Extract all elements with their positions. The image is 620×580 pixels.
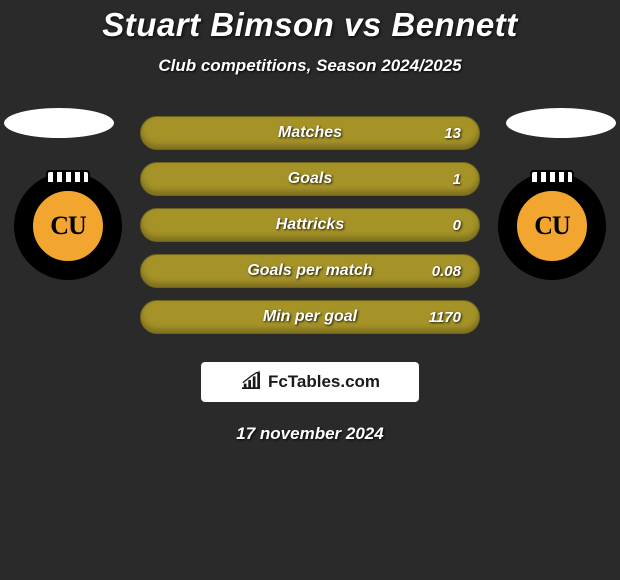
stat-row-goals-per-match: Goals per match 0.08 xyxy=(140,254,480,288)
stat-label: Matches xyxy=(141,124,479,142)
club-logo-right: CU xyxy=(498,172,606,280)
brand-badge[interactable]: FcTables.com xyxy=(201,362,419,402)
stat-label: Hattricks xyxy=(141,216,479,234)
stat-label: Min per goal xyxy=(141,308,479,326)
date-label: 17 november 2024 xyxy=(0,424,620,444)
chart-icon xyxy=(240,371,262,394)
club-logo-left-text: CU xyxy=(30,188,106,264)
stat-row-min-per-goal: Min per goal 1170 xyxy=(140,300,480,334)
stat-row-matches: Matches 13 xyxy=(140,116,480,150)
spotlight-right xyxy=(506,108,616,138)
club-logo-left: CU xyxy=(14,172,122,280)
stats-list: Matches 13 Goals 1 Hattricks 0 Goals per… xyxy=(140,116,480,346)
stat-row-hattricks: Hattricks 0 xyxy=(140,208,480,242)
stat-label: Goals per match xyxy=(141,262,479,280)
brand-text: FcTables.com xyxy=(268,372,380,392)
page-title: Stuart Bimson vs Bennett xyxy=(0,0,620,44)
subtitle: Club competitions, Season 2024/2025 xyxy=(0,56,620,76)
comparison-stage: CU CU Matches 13 Goals 1 Hattricks 0 xyxy=(0,116,620,336)
stat-row-goals: Goals 1 xyxy=(140,162,480,196)
club-logo-right-text: CU xyxy=(514,188,590,264)
spotlight-left xyxy=(4,108,114,138)
stat-label: Goals xyxy=(141,170,479,188)
